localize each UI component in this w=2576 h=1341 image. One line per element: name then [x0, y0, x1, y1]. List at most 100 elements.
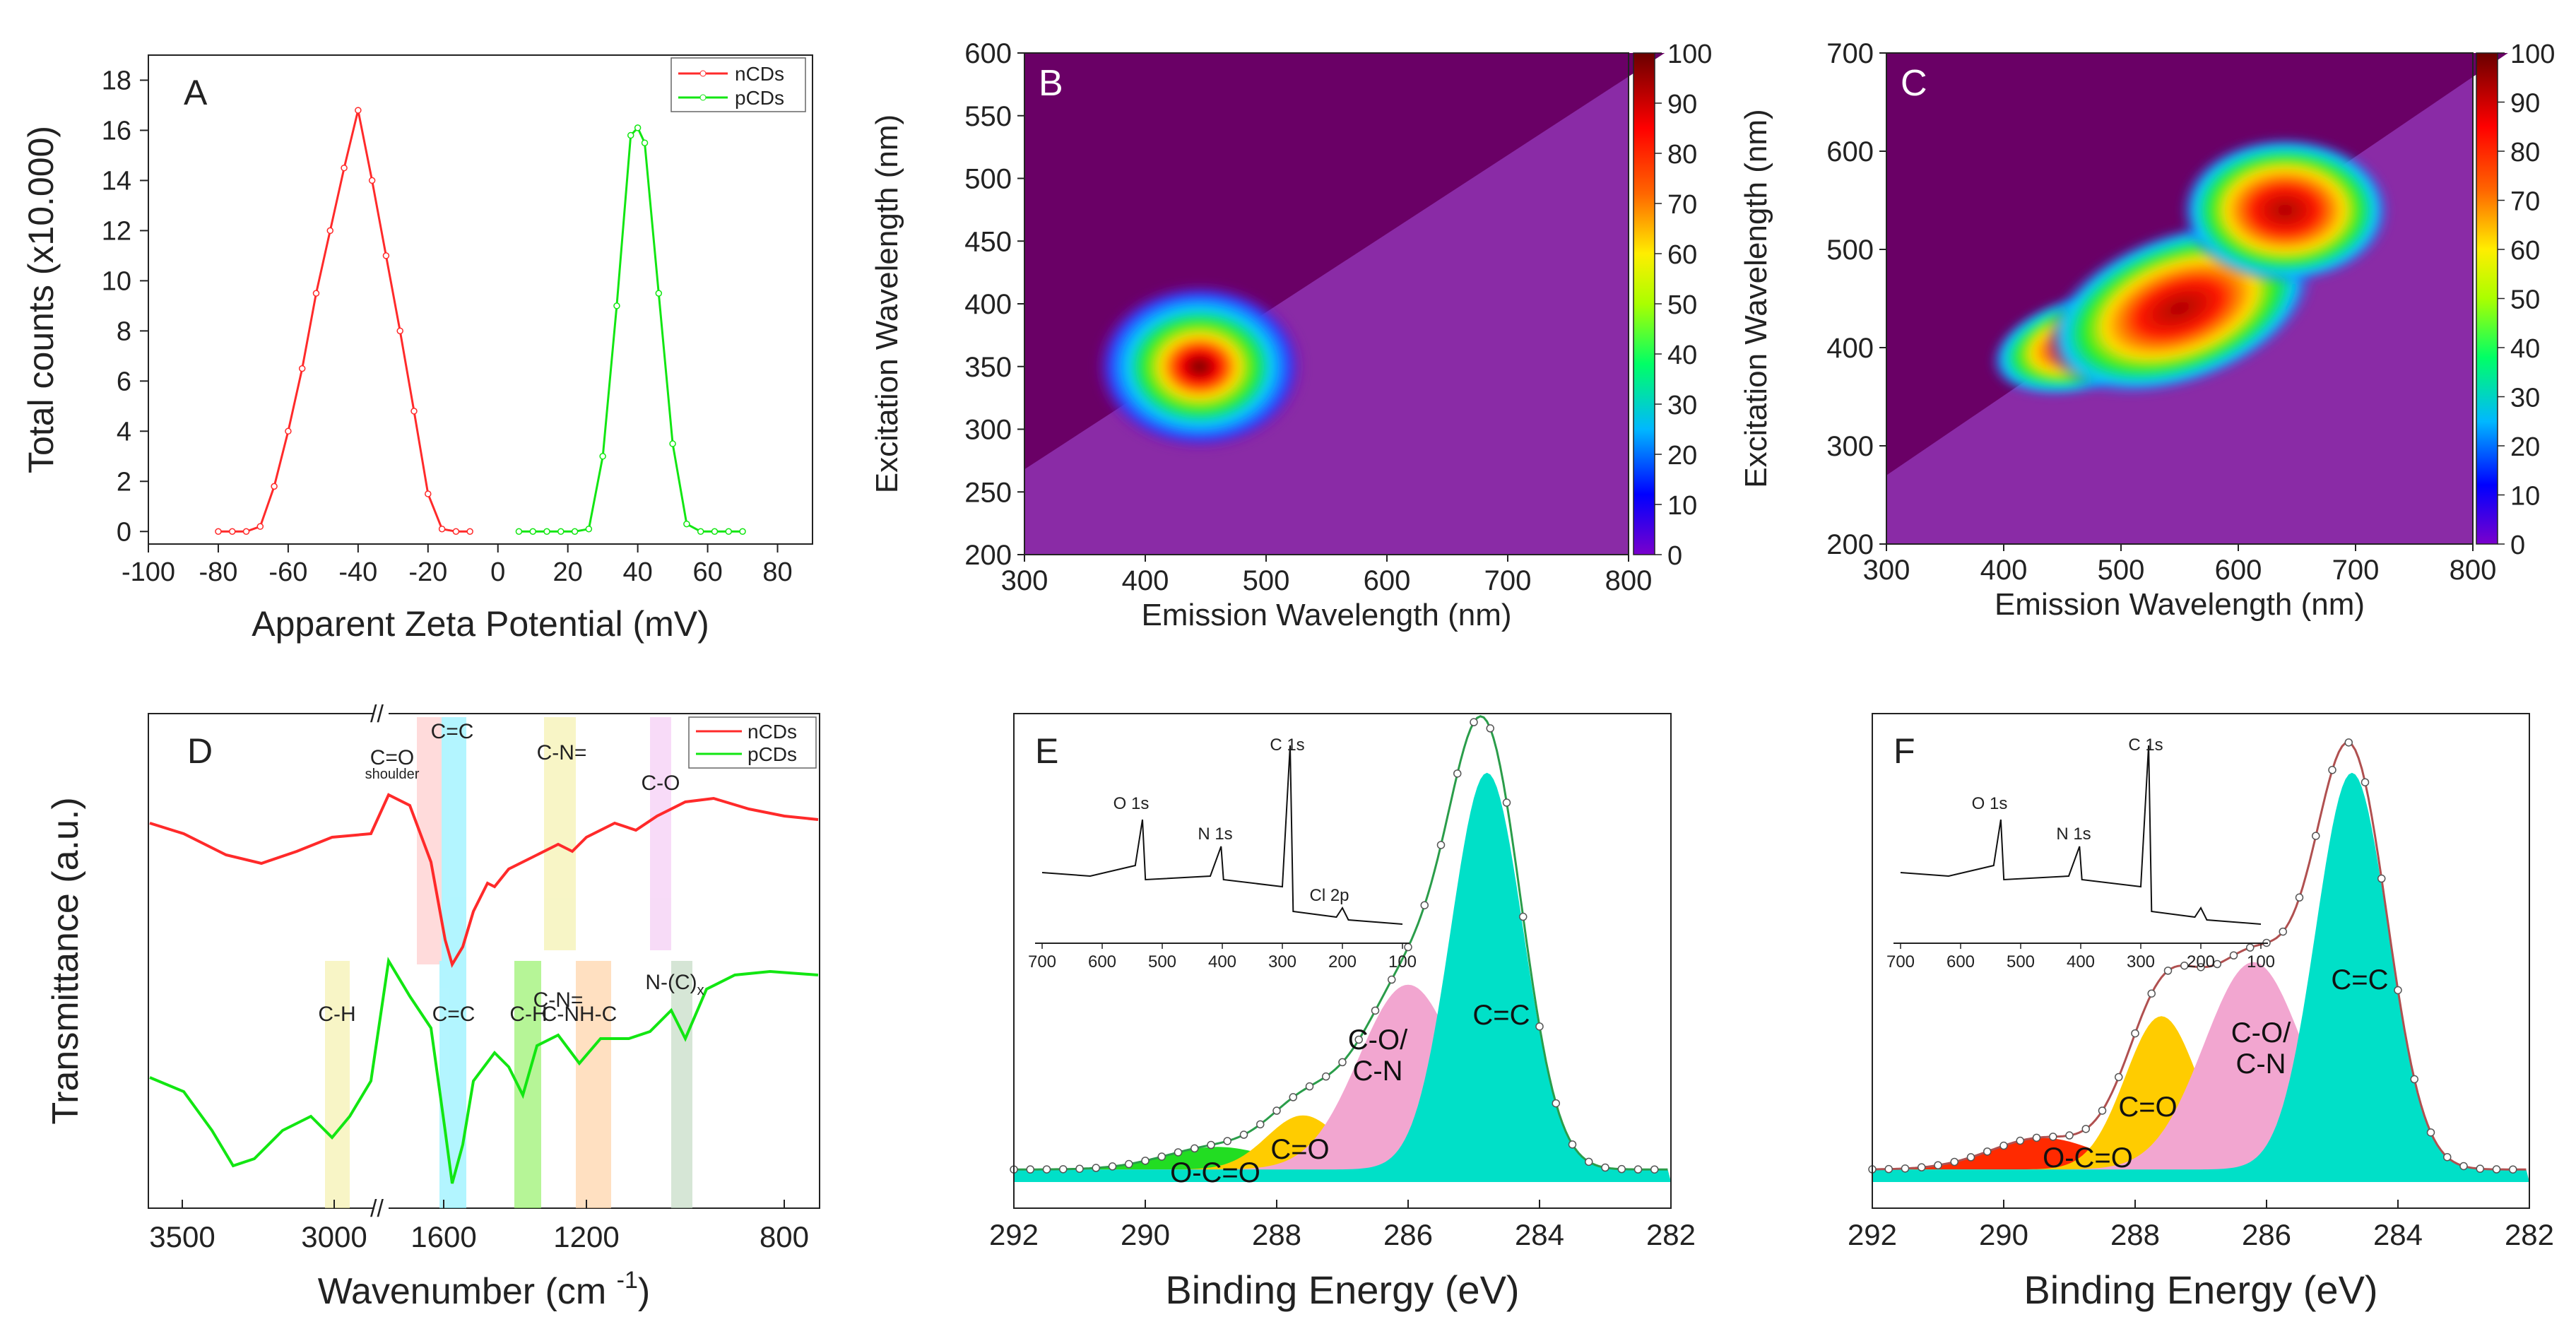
- data-point: [2295, 893, 2304, 902]
- data-point: [557, 528, 565, 536]
- survey-spectrum: [1900, 745, 2262, 925]
- colorbar-tick-label: 60: [2510, 236, 2540, 266]
- band-label: C-N=: [533, 988, 584, 1012]
- data-point: [1486, 724, 1494, 733]
- data-point: [2197, 963, 2205, 971]
- inset-tick-label: 300: [2127, 952, 2155, 971]
- component-label: C-O/: [2231, 1017, 2291, 1048]
- y-tick-label: 8: [117, 317, 131, 346]
- data-point: [1617, 1164, 1626, 1174]
- data-point: [641, 139, 649, 146]
- data-point: [1535, 1022, 1544, 1031]
- y-tick-label: 400: [964, 289, 1012, 320]
- data-point: [2377, 874, 2386, 883]
- x-tick-label: -20: [408, 557, 447, 587]
- colorbar: [2476, 52, 2498, 545]
- component-label: C=C: [1472, 1000, 1530, 1031]
- colorbar-tick-label: 0: [2510, 531, 2525, 560]
- x-tick-label: 800: [1605, 565, 1653, 596]
- data-point: [326, 227, 334, 235]
- data-point: [2065, 1131, 2074, 1140]
- data-point: [1174, 1148, 1183, 1157]
- y-tick-label: 450: [964, 226, 1012, 257]
- data-point: [396, 327, 403, 335]
- data-point: [2361, 778, 2370, 786]
- band: [671, 961, 692, 1208]
- colorbar-tick-label: 20: [1667, 441, 1697, 471]
- data-point: [1322, 1072, 1330, 1081]
- colorbar-tick-label: 0: [1667, 541, 1682, 571]
- band: [439, 961, 466, 1208]
- data-point: [256, 523, 264, 530]
- x-axis-title: Emission Wavelength (nm): [1995, 587, 2365, 622]
- x-tick-label: 300: [1863, 555, 1910, 586]
- x-tick-label: 80: [762, 557, 792, 587]
- band: [325, 961, 350, 1208]
- x-tick-label: 400: [1122, 565, 1169, 596]
- data-point: [2509, 1165, 2517, 1174]
- data-point: [2098, 1106, 2107, 1115]
- panel-c: 300 400 500 600 700 800200300400500600700Emis…: [1739, 38, 2555, 622]
- component-label: C=C: [2331, 964, 2388, 996]
- data-point: [271, 483, 278, 490]
- band-sublabel: shoulder: [365, 767, 420, 782]
- data-point: [2180, 961, 2189, 970]
- band: [417, 717, 442, 964]
- x-tick-label: 282: [1646, 1218, 1696, 1251]
- data-point: [466, 528, 473, 536]
- y-tick-label: 400: [1826, 333, 1874, 364]
- inset-tick-label: 300: [1268, 952, 1296, 971]
- colorbar-tick-label: 70: [2510, 187, 2540, 217]
- inset-peak-label: N 1s: [2056, 825, 2091, 844]
- data-point: [298, 365, 306, 372]
- y-tick-label: 12: [102, 216, 131, 246]
- panel-label: E: [1035, 731, 1058, 771]
- component-label: C-O/: [1348, 1024, 1408, 1056]
- series-pCDs: [519, 126, 743, 533]
- x-tick-label: 500: [1243, 565, 1290, 596]
- x-tick-label: 500: [2098, 555, 2145, 586]
- data-point: [1901, 1164, 1910, 1173]
- data-point: [1983, 1147, 1992, 1156]
- data-point: [1650, 1165, 1659, 1174]
- data-point: [2312, 832, 2320, 840]
- inset-tick-label: 100: [1388, 952, 1417, 971]
- band: [544, 717, 576, 950]
- data-point: [599, 453, 606, 460]
- data-point: [1585, 1157, 1593, 1166]
- x-tick-label: 286: [1383, 1218, 1433, 1251]
- data-point: [2081, 1125, 2090, 1133]
- y-tick-label: 2: [117, 467, 131, 497]
- data-point: [410, 408, 418, 415]
- inset-tick-label: 700: [1886, 952, 1915, 971]
- panel-label: B: [1039, 63, 1063, 104]
- data-point: [452, 528, 460, 536]
- x-tick-label: 400: [1980, 555, 2028, 586]
- data-point: [1568, 1140, 1577, 1149]
- inset-peak-label: O 1s: [1972, 794, 2008, 813]
- data-point: [242, 528, 250, 536]
- axis-break-gap: [374, 699, 389, 1222]
- x-tick-label: 290: [1121, 1218, 1170, 1251]
- x-tick-label: 60: [692, 557, 722, 587]
- survey-spectrum: [1041, 745, 1403, 925]
- y-tick-label: 550: [964, 101, 1012, 132]
- legend-label: nCDs: [748, 721, 797, 743]
- component-CC: [1014, 772, 1671, 1182]
- band-label: C=C: [431, 720, 474, 743]
- data-point: [1884, 1164, 1893, 1174]
- x-tick-label: 290: [1979, 1218, 2028, 1251]
- emission-peak: [2179, 136, 2392, 285]
- x-tick-label: 700: [1484, 565, 1532, 596]
- data-point: [683, 520, 690, 528]
- plot-frame: [1886, 52, 2474, 545]
- plot-frame: [1872, 713, 2530, 1209]
- panel-label: D: [187, 731, 213, 771]
- component-CC: [1872, 772, 2529, 1182]
- x-tick-label: 20: [553, 557, 583, 587]
- colorbar-tick-label: 10: [1667, 491, 1697, 521]
- component-label: C-N: [1352, 1056, 1402, 1087]
- band-label: C-H: [318, 1003, 355, 1026]
- x-axis-title: Binding Energy (eV): [1165, 1268, 1519, 1312]
- inset-tick-label: 600: [1946, 952, 1975, 971]
